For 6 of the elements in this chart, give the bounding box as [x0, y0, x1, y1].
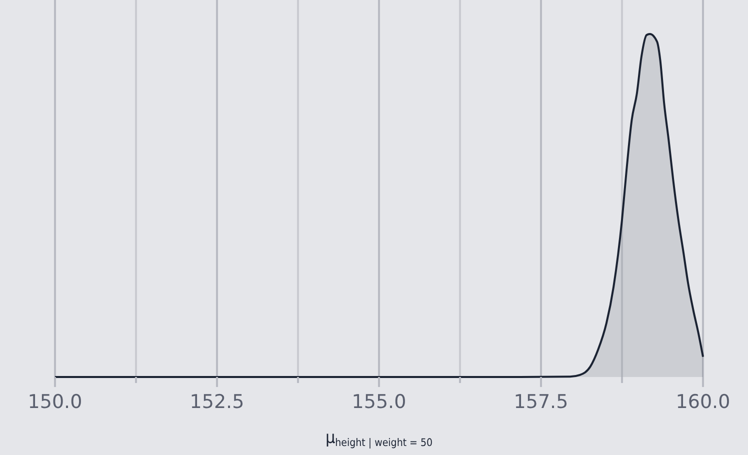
x-tick-label: 155.0 [352, 391, 406, 413]
x-axis-title: μ$_{height | weight = 50}$ [325, 428, 433, 449]
x-tick-label: 160.0 [676, 391, 730, 413]
x-tick-label: 150.0 [28, 391, 82, 413]
x-tick-label: 152.5 [190, 391, 244, 413]
x-tick-label: 157.5 [514, 391, 568, 413]
